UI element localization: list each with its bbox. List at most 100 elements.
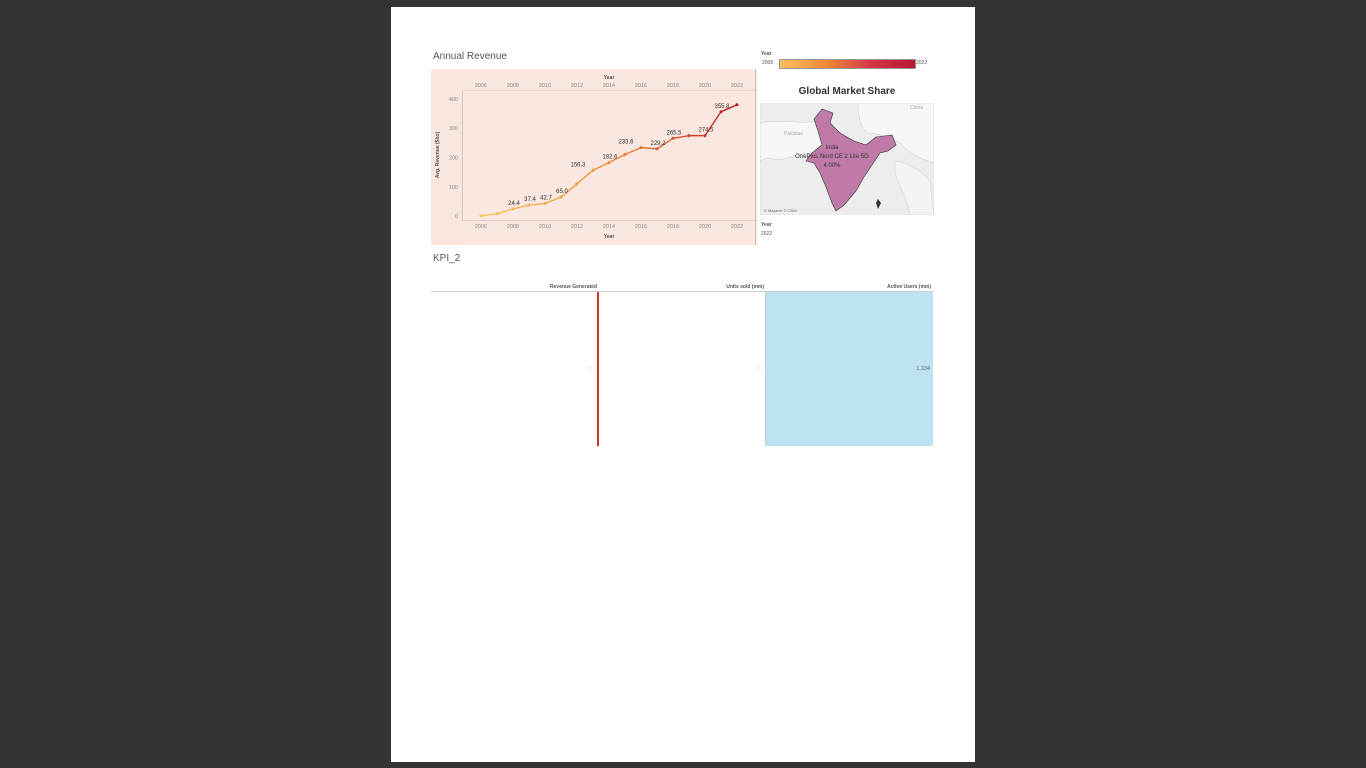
map-label-product: OnePlus Nord CE 2 Lite 5G [795, 154, 869, 160]
data-point-2010 [543, 202, 547, 206]
x-axis-title-bottom: Year [604, 234, 615, 240]
map-label-pakistan: Pakistan [784, 131, 803, 137]
x-tick-bottom-2008: 2008 [507, 224, 519, 230]
x-tick-top-2014: 2014 [603, 83, 615, 89]
line-segment-2016 [640, 146, 658, 150]
x-tick-top-2016: 2016 [635, 83, 647, 89]
kpi-value-users: 1,334 [916, 366, 930, 372]
map-filter-value[interactable]: 2022 [761, 231, 773, 237]
legend-max: 2022 [916, 60, 928, 66]
data-label-2020: 274.5 [698, 128, 714, 134]
x-tick-bottom-2018: 2018 [667, 224, 679, 230]
x-tick-top-2010: 2010 [539, 83, 551, 89]
map-label-china: China [910, 105, 923, 111]
map-attribution: © Mapbox © OSM [764, 208, 797, 213]
x-tick-top-2008: 2008 [507, 83, 519, 89]
data-label-2021: 355.8 [714, 104, 730, 110]
x-tick-bottom-2014: 2014 [603, 224, 615, 230]
data-label-2017: 229.2 [650, 141, 666, 147]
legend-min: 2006 [762, 60, 774, 66]
revenue-line-chart: Year Year Avg. Revenue ($bn) 2006 2008 201… [431, 69, 757, 245]
x-tick-top-2020: 2020 [699, 83, 711, 89]
y-tick-400: 400 [449, 97, 458, 103]
x-tick-bottom-2006: 2006 [475, 224, 487, 230]
data-point-2022 [735, 103, 739, 107]
y-tick-300: 300 [449, 126, 458, 132]
data-label-2010: 42.7 [540, 196, 552, 202]
data-label-2015: 233.6 [618, 140, 634, 146]
revenue-series-line [480, 104, 738, 217]
kpi-cell-users[interactable]: 1,334 [766, 292, 933, 446]
map-title: Global Market Share [798, 86, 896, 97]
data-point-2013 [591, 168, 595, 172]
plot-area [463, 69, 757, 245]
data-point-2015 [623, 153, 627, 157]
line-segment-2017 [656, 137, 674, 150]
line-segment-2008 [512, 204, 530, 210]
map-filter-title: Year [761, 222, 772, 228]
line-segment-2021 [720, 104, 738, 113]
data-label-2009: 37.4 [524, 197, 536, 203]
data-point-2009 [527, 203, 531, 207]
data-point-2014 [607, 161, 611, 165]
x-tick-bottom-2012: 2012 [571, 224, 583, 230]
kpi-header-users: Active Users (mm) [887, 284, 931, 290]
revenue-points [479, 103, 739, 218]
data-point-2016 [639, 146, 643, 150]
x-axis-title-top: Year [604, 75, 615, 81]
y-tick-0: 0 [455, 214, 458, 220]
y-axis-title: Avg. Revenue ($bn) [435, 131, 441, 178]
data-point-2011 [559, 195, 563, 199]
line-segment-2007 [496, 208, 514, 215]
data-point-2020 [703, 134, 707, 138]
revenue-data-labels: 24.4 37.4 42.7 65.0 156.3 182.6 233.6 229.2265.… [508, 104, 730, 207]
y-tick-100: 100 [449, 185, 458, 191]
year-color-legend [779, 59, 916, 69]
market-share-map[interactable]: China Pakistan India OnePlus Nord CE 2 L… [760, 103, 934, 215]
x-tick-bottom-2010: 2010 [539, 224, 551, 230]
kpi-marker-line [597, 292, 599, 446]
kpi-value-revenue: 380 [585, 366, 595, 372]
data-label-2011: 65.0 [556, 189, 568, 195]
line-segment-2011 [560, 183, 578, 198]
data-label-2014: 182.6 [602, 155, 618, 161]
line-segment-2012 [576, 169, 594, 185]
dashboard-page: Annual Revenue Year Year Avg. Revenue ($… [391, 7, 975, 762]
data-point-2012 [575, 182, 579, 186]
kpi-value-units: 220 [753, 366, 763, 372]
data-label-2008: 24.4 [508, 201, 520, 207]
data-point-2019 [687, 134, 691, 138]
chart-title: Annual Revenue [433, 51, 507, 62]
x-ticks-top: 2006 2008 2010 2012 2014 2016 2018 2020 2022 [475, 83, 743, 89]
line-segment-2020 [704, 111, 722, 137]
map-label-share: 4.00% [823, 163, 841, 169]
line-segment-2006 [480, 213, 498, 217]
india-shape[interactable] [805, 108, 897, 212]
line-segment-2015 [624, 146, 642, 156]
x-ticks-bottom: 2006 2008 2010 2012 2014 2016 2018 2020 2022 [475, 224, 743, 230]
kpi-divider [765, 292, 766, 446]
kpi-header-units: Units sold (mm) [726, 284, 764, 290]
x-tick-top-2018: 2018 [667, 83, 679, 89]
y-ticks: 0 100 200 300 400 [449, 97, 458, 220]
kpi-title: KPI_2 [433, 253, 461, 264]
line-segment-2014 [608, 153, 626, 164]
data-label-2012: 156.3 [570, 162, 586, 168]
x-tick-top-2006: 2006 [475, 83, 487, 89]
map-label-country: India [825, 145, 839, 151]
kpi-cell-revenue[interactable]: 380 [431, 292, 597, 446]
data-point-2017 [655, 147, 659, 151]
x-tick-bottom-2022: 2022 [731, 224, 743, 230]
data-point-2007 [495, 212, 499, 216]
line-segment-2013 [592, 161, 610, 171]
line-segment-2010 [544, 196, 562, 205]
data-point-2006 [479, 214, 483, 218]
kpi-header-divider [431, 291, 933, 292]
kpi-cell-units[interactable]: 220 [599, 292, 765, 446]
data-point-2021 [719, 110, 723, 114]
line-segment-2018 [672, 134, 690, 139]
x-tick-top-2022: 2022 [731, 83, 743, 89]
legend-title: Year [761, 51, 772, 57]
x-tick-bottom-2016: 2016 [635, 224, 647, 230]
data-point-2018 [671, 136, 675, 140]
